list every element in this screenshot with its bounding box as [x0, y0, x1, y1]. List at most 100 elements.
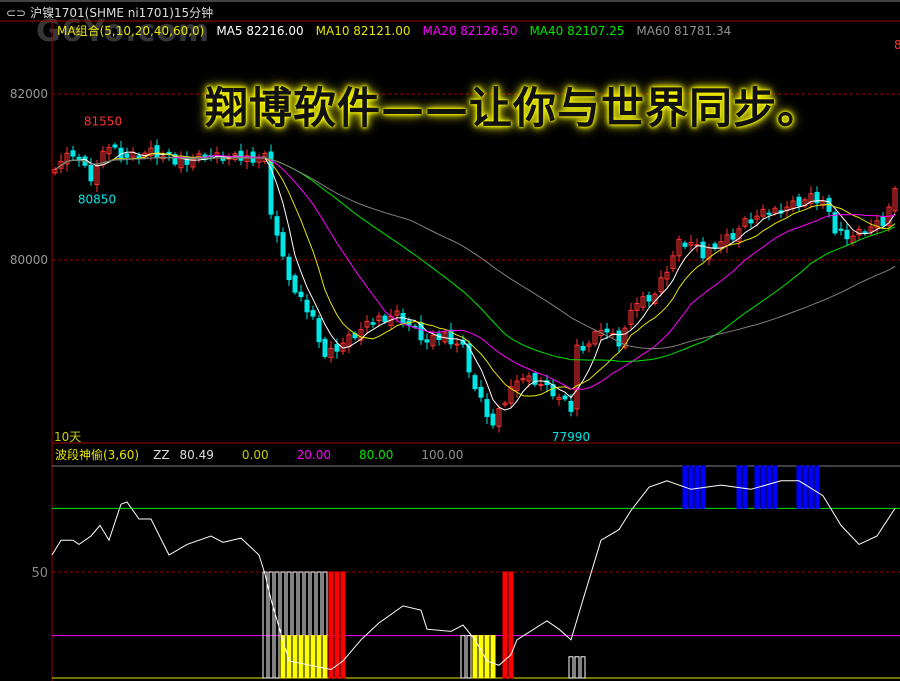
zz-label: ZZ	[153, 448, 170, 462]
candle-body	[580, 345, 586, 351]
candle-body	[646, 294, 652, 302]
candle-body	[892, 188, 898, 212]
osc-bar	[688, 465, 694, 509]
level-20: 20.00	[296, 448, 331, 462]
candle-body	[70, 150, 76, 157]
oscillator-legend: 波段神偷(3,60) ZZ 80.49 0.00 20.00 80.00 100.00	[55, 446, 477, 463]
candle-body	[730, 233, 736, 240]
osc-bar	[766, 465, 772, 509]
candle-body	[502, 402, 508, 406]
osc-bar	[292, 635, 298, 679]
candle-body	[760, 208, 766, 217]
candle-body	[658, 277, 664, 293]
candle-body	[526, 375, 532, 382]
top-border	[0, 0, 900, 2]
ma-line-ma10	[54, 152, 896, 397]
candle-body	[478, 386, 484, 398]
candle-body	[370, 322, 376, 325]
osc-bar	[262, 571, 268, 679]
candle-body	[244, 155, 250, 162]
candle-body	[106, 146, 112, 155]
window-title: ⊂⊃ 沪镍1701(SHME ni1701)15分钟	[6, 4, 213, 21]
level-80: 80.00	[358, 448, 394, 462]
candle-body	[562, 395, 568, 400]
osc-bar	[580, 656, 586, 679]
osc-bar	[322, 635, 328, 679]
candle-body	[154, 145, 160, 159]
osc-bar	[472, 635, 478, 679]
candle-body	[466, 343, 472, 373]
candle-body	[754, 215, 760, 220]
osc-bar	[316, 635, 322, 679]
candle-body	[286, 256, 292, 281]
candle-body	[616, 330, 622, 347]
candle-body	[358, 329, 364, 341]
price-tick-label: 82000	[10, 87, 48, 101]
price-annotation: 77990	[552, 430, 590, 444]
candle-body	[448, 329, 454, 345]
candle-body	[796, 196, 802, 207]
candle-body	[766, 212, 772, 215]
candle-body	[700, 241, 706, 259]
candle-body	[832, 212, 838, 234]
ma60-value: MA60 81781.34	[636, 24, 732, 38]
osc-bar	[502, 571, 508, 679]
candle-body	[724, 234, 730, 246]
candle-body	[340, 342, 346, 352]
candle-body	[190, 158, 196, 168]
osc-tick-label: 50	[31, 566, 48, 581]
candle-body	[640, 296, 646, 308]
candle-body	[472, 375, 478, 390]
candle-body	[736, 228, 742, 243]
candle-body	[814, 192, 820, 204]
candle-body	[268, 151, 274, 215]
candle-body	[364, 320, 370, 328]
candle-body	[532, 372, 538, 385]
ma5-value: MA5 82216.00	[216, 24, 304, 38]
candle-body	[670, 255, 676, 270]
price-annotation: 80850	[78, 192, 116, 206]
candle-body	[586, 343, 592, 347]
osc-bar	[328, 571, 334, 679]
osc-bar	[286, 635, 292, 679]
osc-bar	[340, 571, 346, 679]
candle-body	[556, 396, 562, 401]
ma-line-ma60	[54, 157, 896, 349]
osc-bar	[268, 571, 274, 679]
candle-body	[490, 413, 496, 426]
candle-body	[64, 152, 70, 165]
candle-body	[148, 147, 154, 157]
ma-legend: MA组合(5,10,20,40,60,0) MA5 82216.00 MA10 82…	[57, 22, 743, 39]
zz-value: 80.49	[179, 448, 214, 462]
candle-body	[772, 207, 778, 214]
candle-body	[880, 216, 886, 227]
ma10-value: MA10 82121.00	[315, 24, 411, 38]
watermark-logo: G6Yo.com	[36, 14, 211, 49]
osc-bar	[796, 465, 802, 509]
osc-bar	[568, 656, 574, 679]
candle-body	[514, 380, 520, 391]
candle-body	[568, 400, 574, 412]
candle-body	[520, 378, 526, 381]
candle-body	[604, 328, 610, 333]
candle-body	[382, 315, 388, 323]
osc-bar	[478, 635, 484, 679]
ma-group-label: MA组合(5,10,20,40,60,0)	[57, 24, 205, 38]
candle-body	[238, 150, 244, 161]
level-0: 0.00	[241, 448, 269, 462]
ma40-value: MA40 82107.25	[529, 24, 625, 38]
candle-body	[682, 242, 688, 247]
instrument-title: 沪镍1701(SHME ni1701)15分钟	[30, 6, 214, 20]
candle-body	[292, 275, 298, 293]
osc-bar	[760, 465, 766, 509]
candle-body	[808, 193, 814, 205]
candle-body	[52, 169, 58, 174]
candle-body	[430, 334, 436, 347]
osc-bar	[490, 635, 496, 679]
candle-body	[676, 238, 682, 257]
candle-body	[124, 153, 130, 158]
osc-name: 波段神偷(3,60)	[55, 448, 140, 462]
candle-body	[328, 347, 334, 359]
candle-body	[484, 399, 490, 418]
